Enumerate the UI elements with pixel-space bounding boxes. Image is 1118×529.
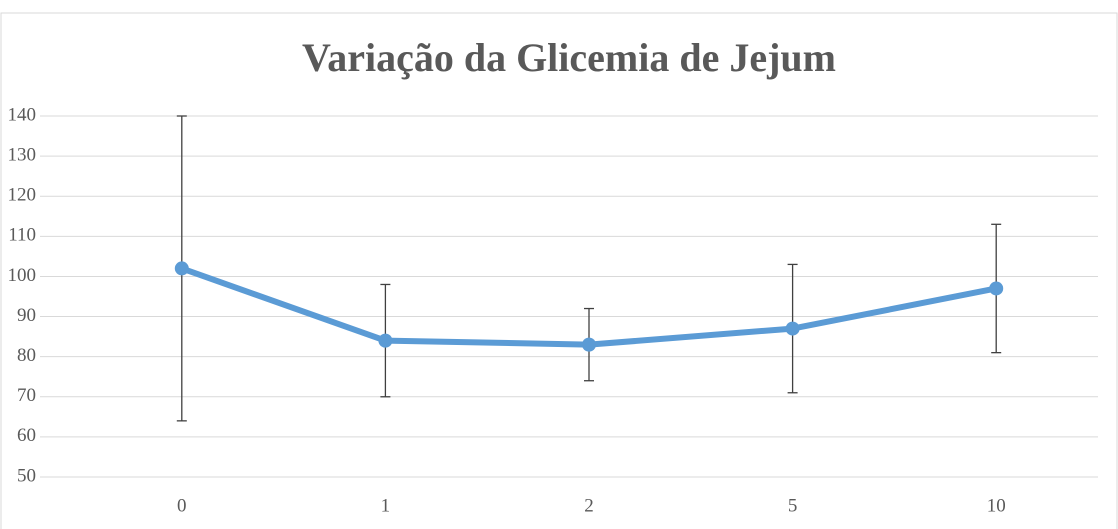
chart-border (0, 12, 1118, 529)
point (989, 281, 1004, 296)
x-tick-label: 5 (788, 495, 798, 516)
point (378, 333, 393, 348)
x-tick-label: 1 (381, 495, 391, 516)
y-tick-label: 80 (17, 345, 36, 366)
y-tick-label: 70 (17, 385, 36, 406)
chart-title: Variação da Glicemia de Jejum (302, 35, 836, 80)
x-tick-label: 2 (584, 495, 594, 516)
point (582, 337, 596, 352)
x-tick-label: 0 (177, 495, 187, 516)
y-tick-label: 50 (17, 465, 36, 486)
y-tick-label: 110 (8, 225, 36, 246)
x-tick-label: 10 (987, 495, 1006, 516)
y-tick-label: 100 (8, 265, 37, 286)
point (785, 321, 800, 336)
y-tick-label: 120 (8, 185, 37, 206)
y-tick-label: 90 (17, 305, 36, 326)
y-tick-label: 60 (17, 425, 36, 446)
y-tick-label: 130 (8, 144, 37, 165)
point (174, 261, 189, 276)
y-tick-label: 140 (8, 104, 37, 125)
